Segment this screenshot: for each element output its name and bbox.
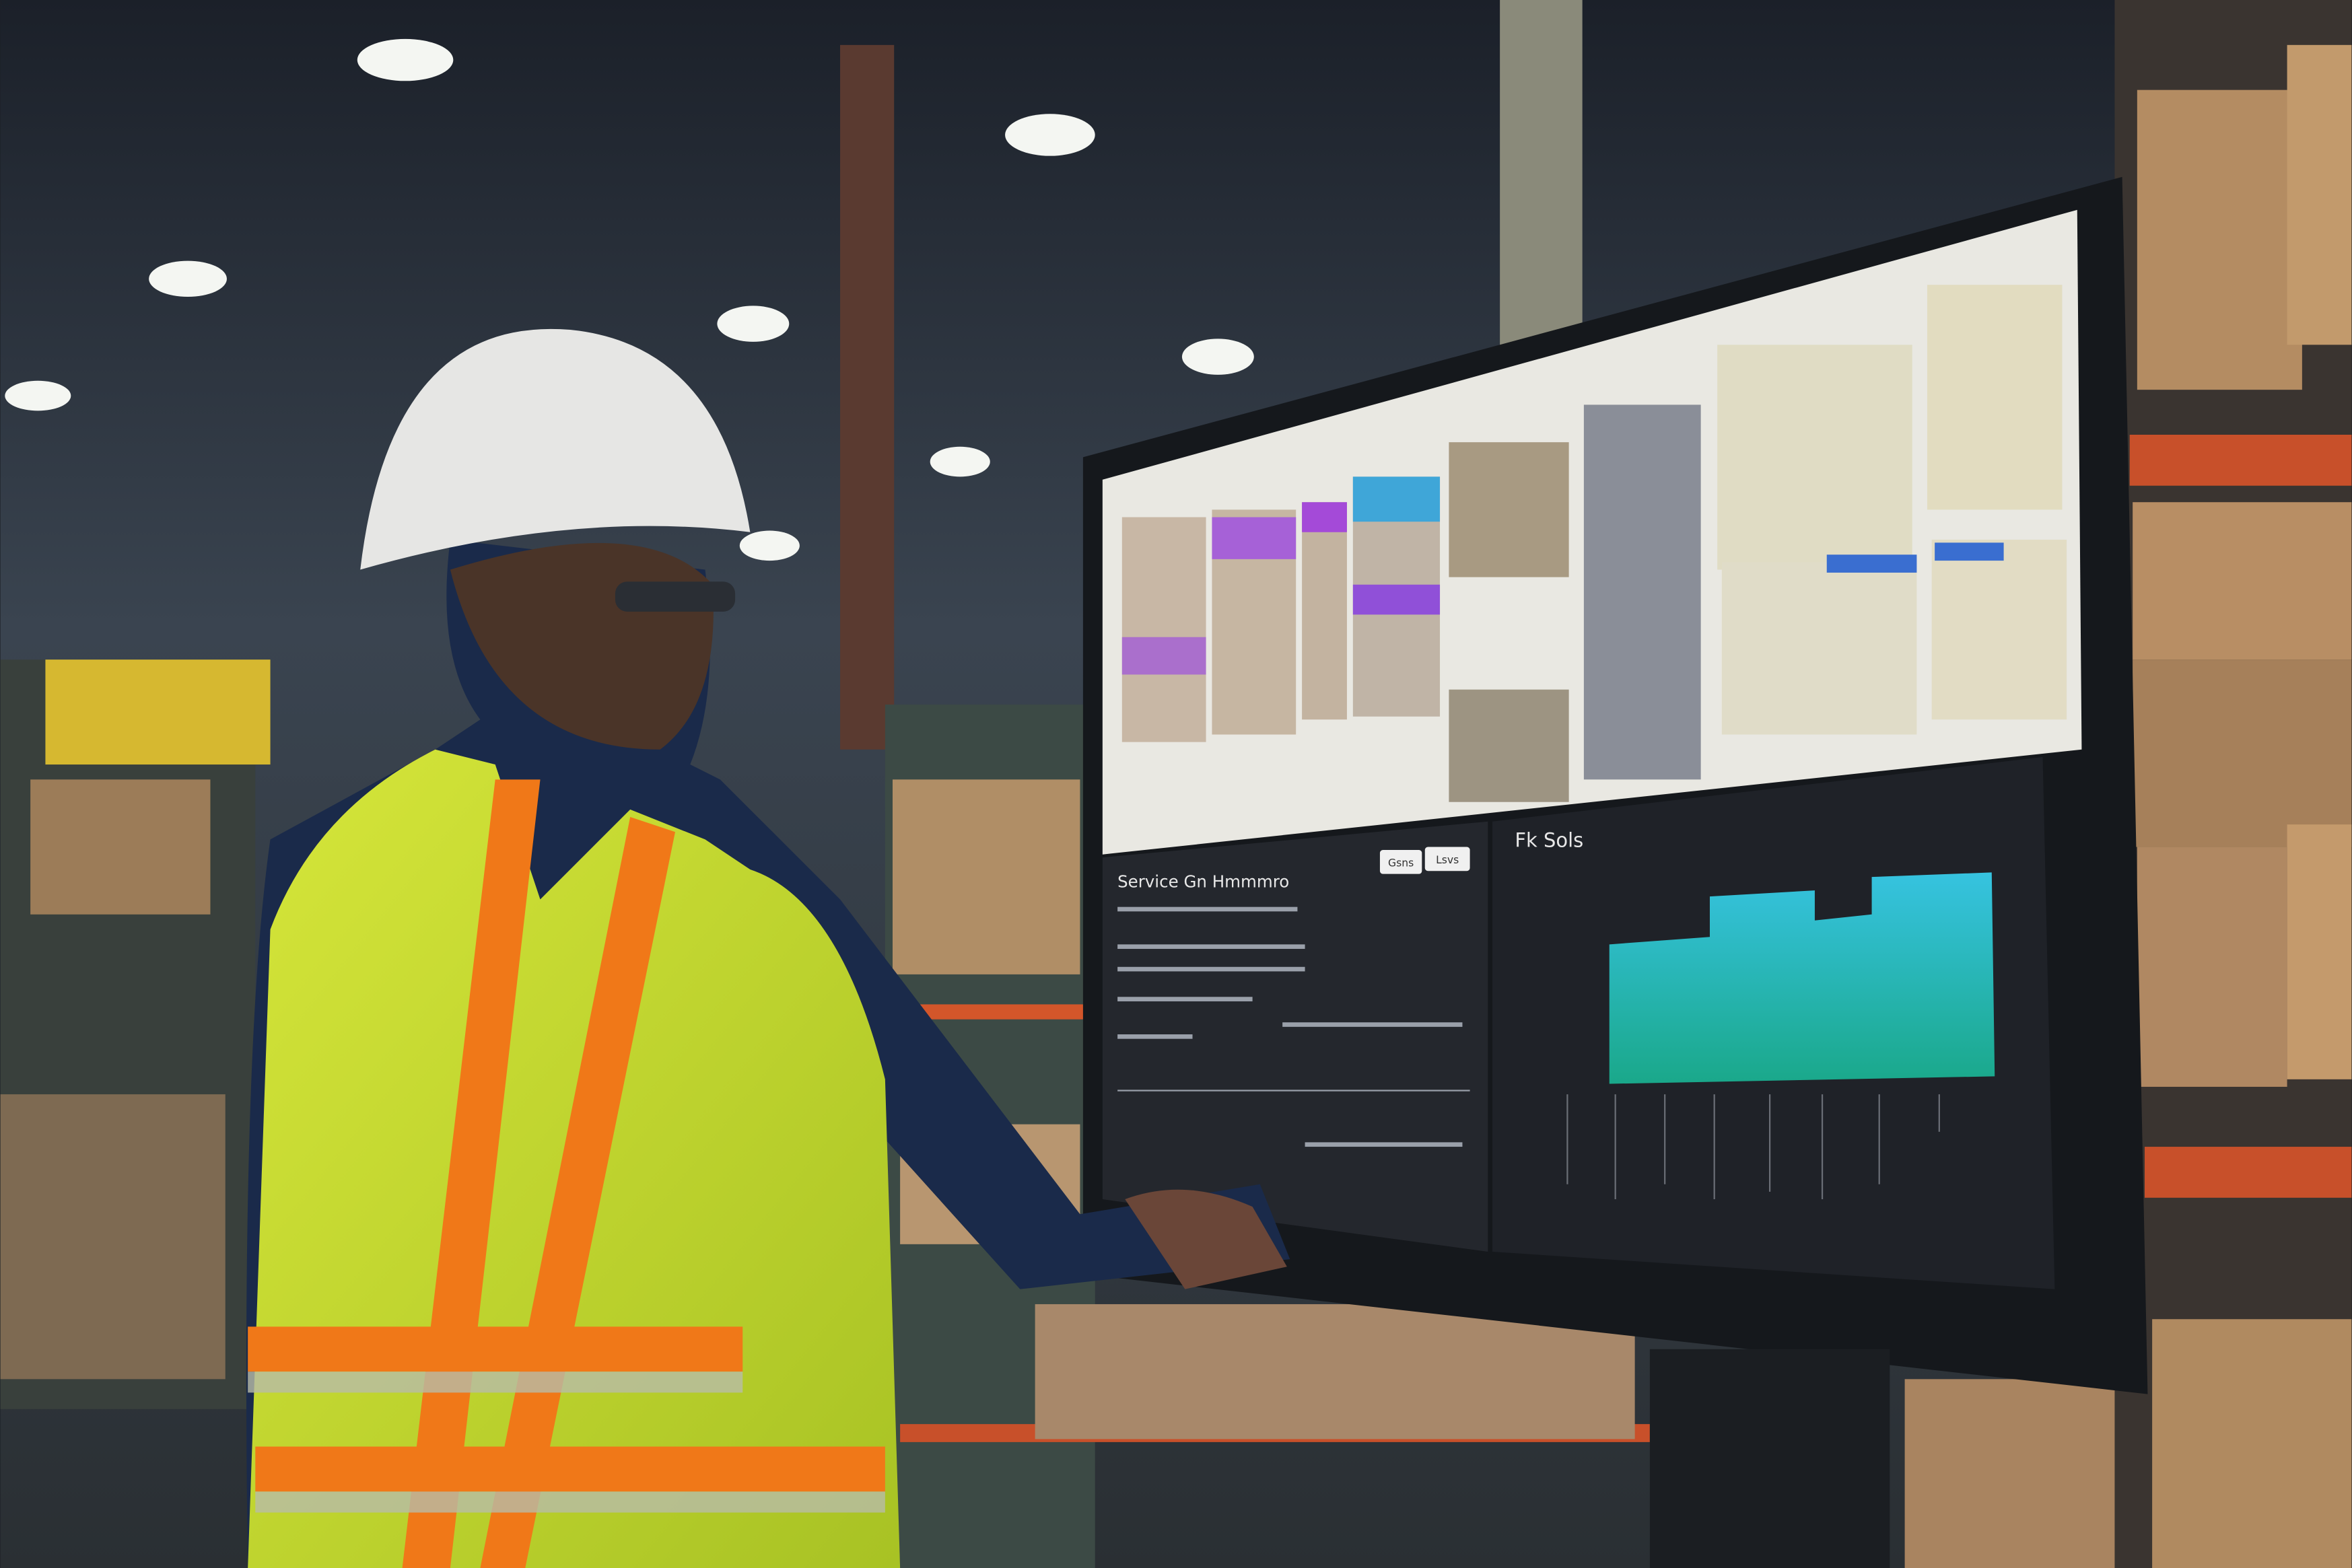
right-shelves	[1904, 0, 2352, 1568]
worker	[246, 328, 1290, 1568]
glasses	[615, 581, 736, 612]
button-label[interactable]: Gsns	[1388, 857, 1414, 869]
ceiling-lights	[5, 38, 1254, 561]
screen-chart-shape	[1609, 872, 1995, 1084]
monitor: Service Gn Hmmmro Gsns Lsvs Fk Sols	[1082, 176, 2148, 1568]
panel-title: Service Gn Hmmmro	[1117, 872, 1289, 892]
hard-hat	[360, 328, 751, 570]
chart-title: Fk Sols	[1515, 829, 1583, 852]
left-shelves	[0, 660, 271, 1409]
vest-reflective	[248, 1371, 885, 1513]
button[interactable]	[1424, 847, 1470, 871]
button-label[interactable]: Lsvs	[1436, 854, 1459, 866]
hand	[1125, 1189, 1287, 1289]
spreadsheet-panels	[1121, 285, 2067, 802]
pillar	[840, 44, 895, 750]
screen-chart-axis	[1566, 1094, 1940, 1200]
panel-lines	[1117, 906, 1470, 1147]
button[interactable]	[1379, 850, 1422, 874]
